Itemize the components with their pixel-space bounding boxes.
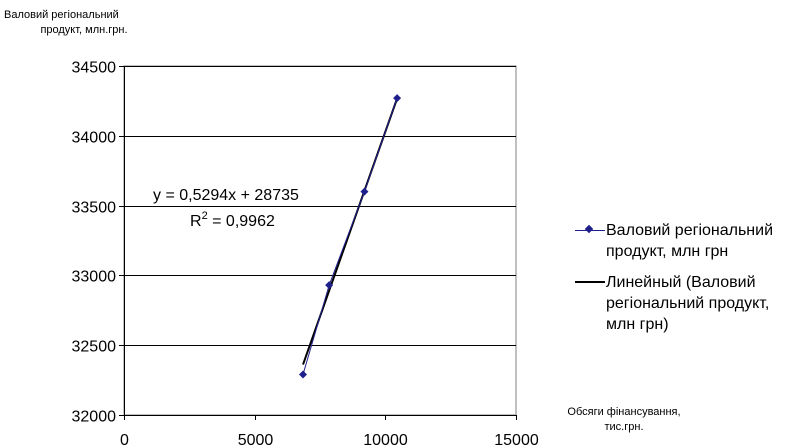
y-tick-label: 32500 xyxy=(72,339,117,356)
y-tick-label: 33500 xyxy=(72,200,117,217)
data-point xyxy=(360,187,369,196)
legend-trendline-label-line3: млн грн) xyxy=(606,316,669,333)
data-point xyxy=(325,281,334,290)
legend-series-marker-icon xyxy=(575,224,605,234)
y-tick-label: 33000 xyxy=(72,269,117,286)
legend-series-label-line2: продукт, млн грн xyxy=(606,243,729,260)
legend: Валовий регіональний продукт, млн грн Ли… xyxy=(575,220,804,345)
x-axis-title-line2: тис.грн. xyxy=(604,421,644,433)
y-tick-label: 34500 xyxy=(72,60,117,77)
plot-area-border xyxy=(123,65,517,416)
legend-trendline-line-icon xyxy=(575,281,605,283)
y-tick-label: 32000 xyxy=(72,409,117,426)
legend-trendline-label-line2: регіональний продукт, xyxy=(606,295,770,312)
x-axis-title-line1: Обсяги фінансування, xyxy=(567,406,681,418)
y-axis-title-line1: Валовий регіональний xyxy=(4,9,119,21)
x-tick-label: 10000 xyxy=(363,432,408,448)
y-axis-title-line2: продукт, млн.грн. xyxy=(40,24,128,36)
y-axis-title: Валовий регіональний продукт, млн.грн. xyxy=(4,8,164,38)
legend-trendline-label-line1: Линейный (Валовий xyxy=(606,274,756,291)
x-tick-label: 5000 xyxy=(238,432,274,448)
x-axis-title: Обсяги фінансування, тис.грн. xyxy=(536,405,712,435)
legend-item-series: Валовий регіональний продукт, млн грн xyxy=(575,220,804,262)
data-point xyxy=(299,370,308,379)
legend-item-trendline: Линейный (Валовий регіональний продукт, … xyxy=(575,272,804,335)
legend-series-label-line1: Валовий регіональний xyxy=(606,222,774,239)
data-point xyxy=(393,94,402,103)
trendline-equation: y = 0,5294x + 28735 xyxy=(153,187,299,204)
x-tick-label: 0 xyxy=(120,432,129,448)
series-line xyxy=(302,97,398,375)
x-tick-label: 15000 xyxy=(494,432,539,448)
y-tick-label: 34000 xyxy=(72,130,117,147)
trendline-r-squared: R2 = 0,9962 xyxy=(190,210,275,230)
